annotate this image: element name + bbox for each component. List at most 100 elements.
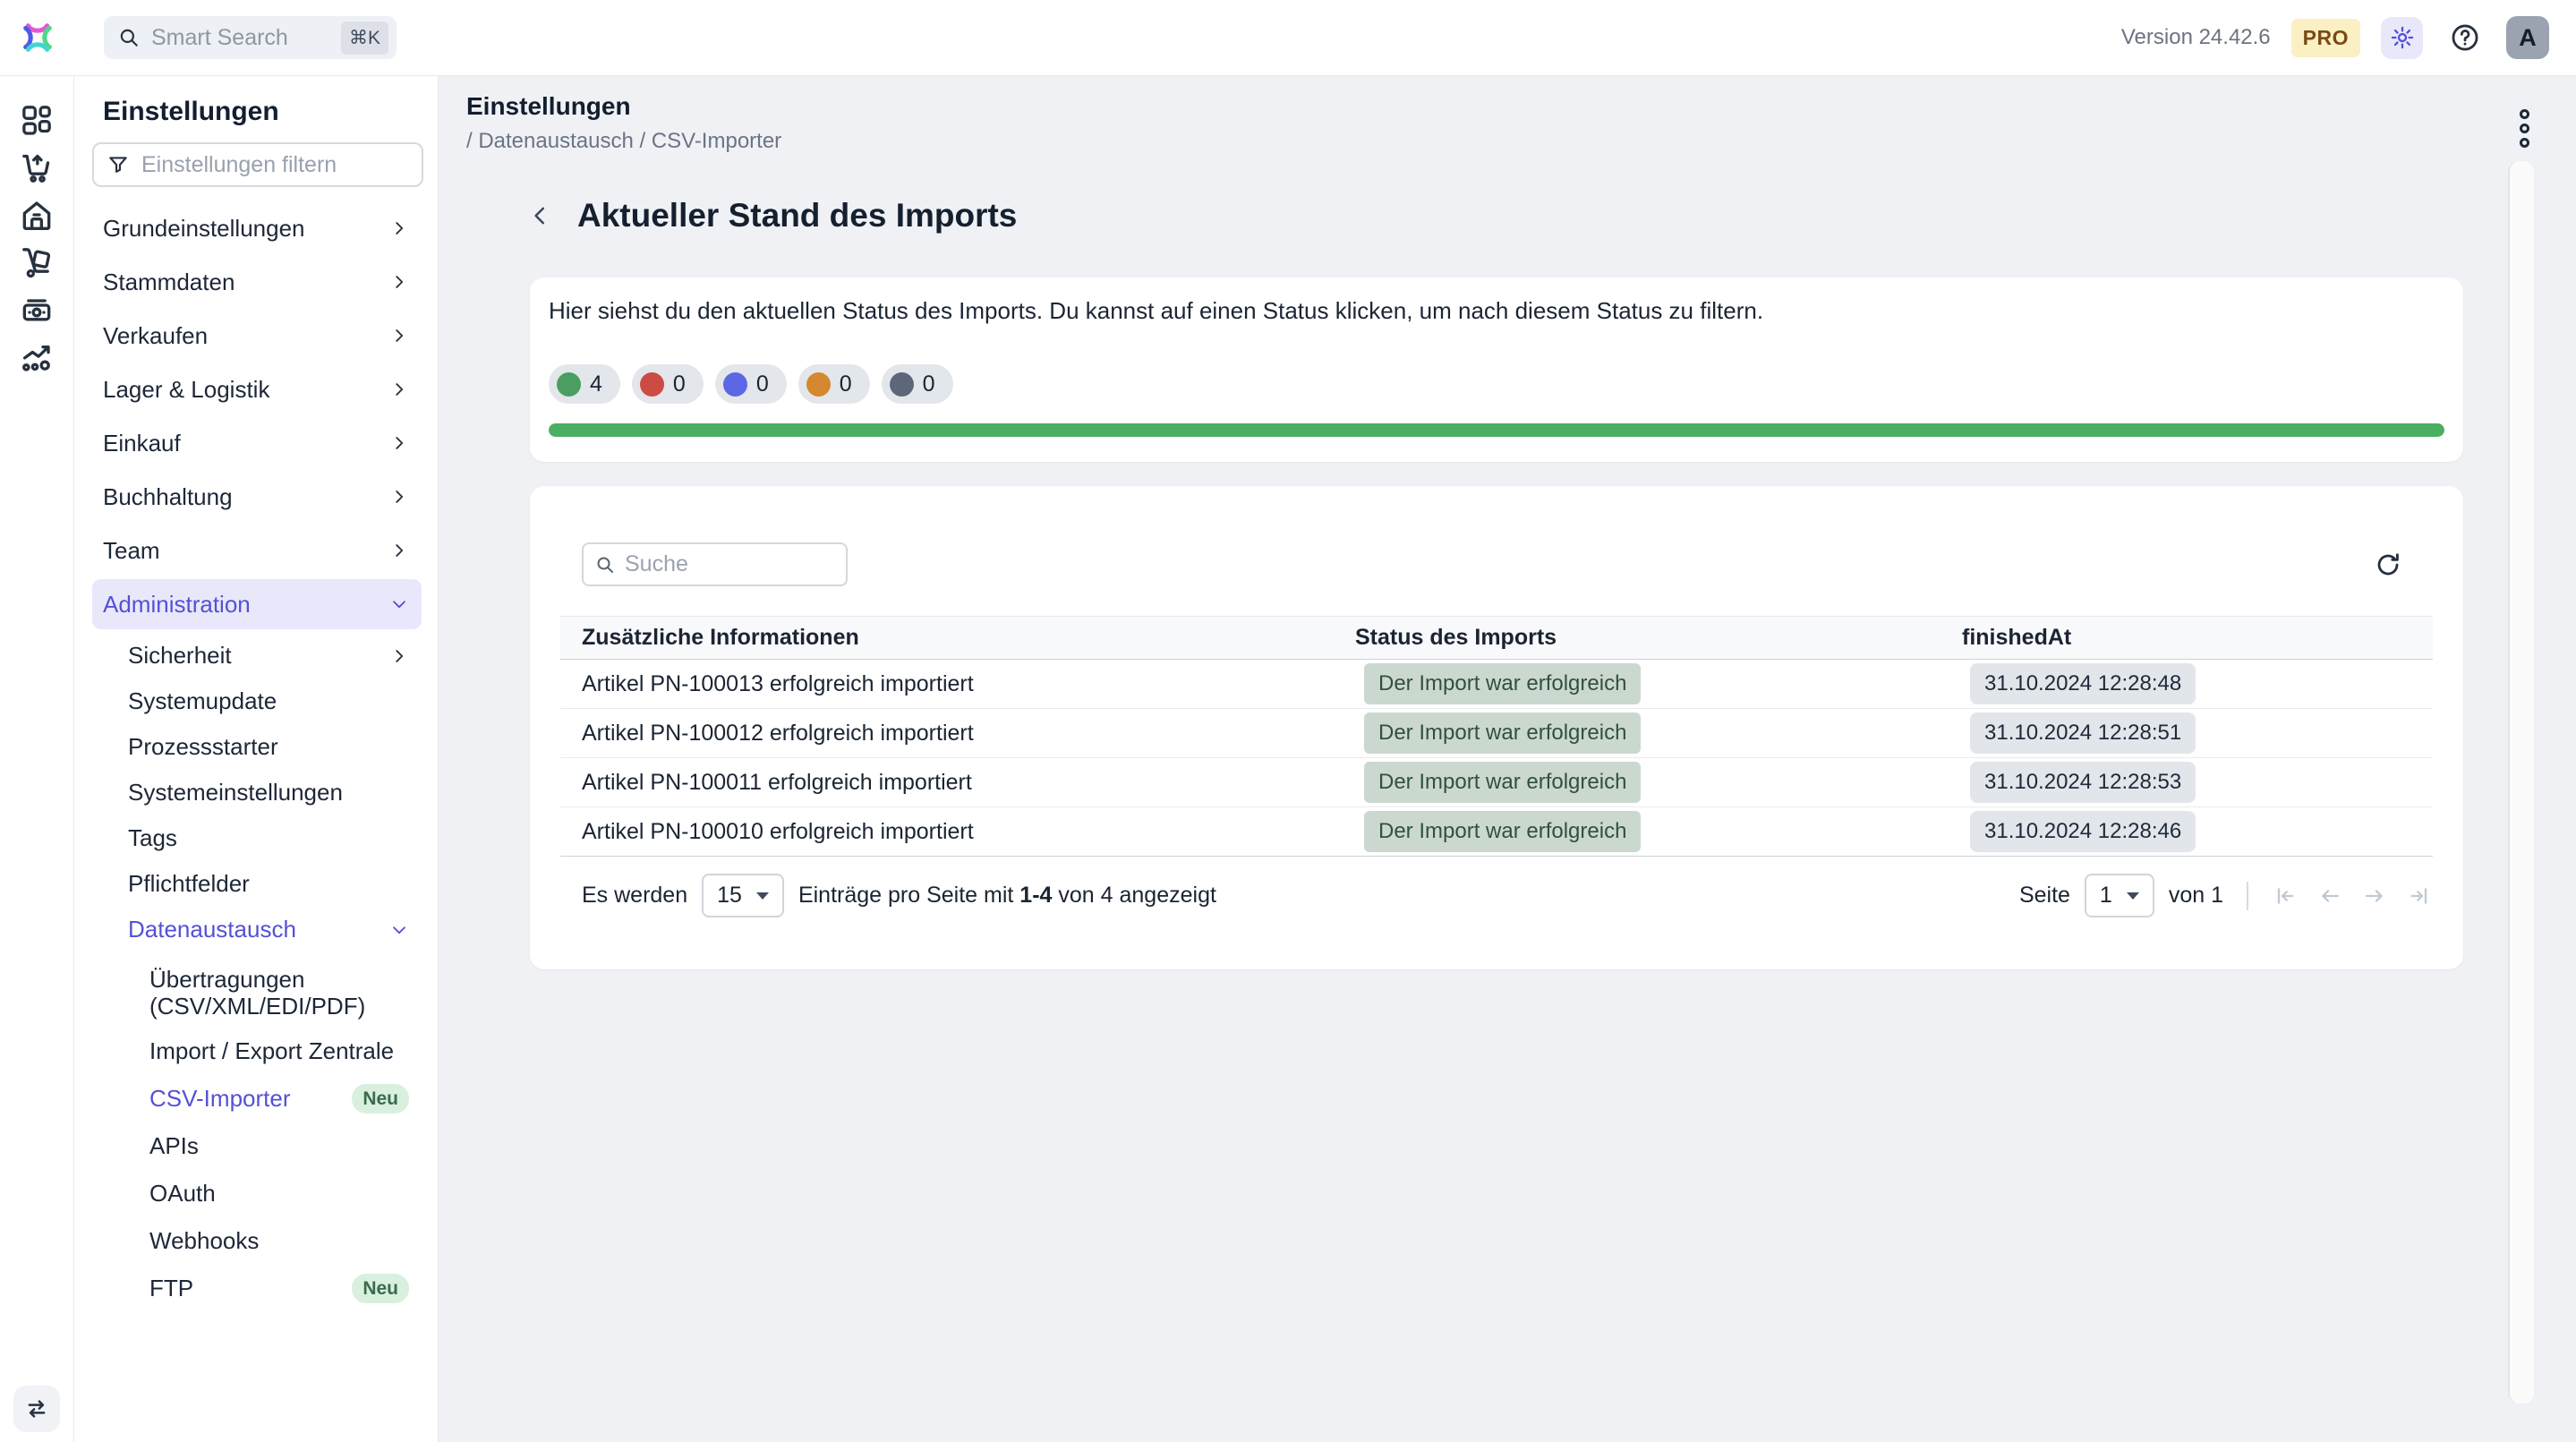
page-label: Seite [2018,883,2070,908]
avatar-initial: A [2519,23,2537,51]
refresh-icon [2377,552,2399,575]
import-status-card: Hier siehst du den aktuellen Status des … [530,277,2463,462]
sidebar-item-apis[interactable]: APIs [149,1132,199,1159]
section-title: Einstellungen [466,92,631,120]
status-badge: Der Import war erfolgreich [1364,712,1642,754]
plan-badge: PRO [2290,18,2360,57]
status-badge: Der Import war erfolgreich [1364,762,1642,803]
status-chip-error[interactable]: 0 [631,364,704,404]
sidebar-item-oauth[interactable]: OAuth [149,1180,216,1207]
rail-item-buchhaltung[interactable] [17,292,56,328]
topbar: ⌘K Version 24.42.6 PRO A [0,0,2576,76]
scrollbar[interactable] [2508,161,2534,1404]
finished-at-badge: 31.10.2024 12:28:51 [1970,712,2196,754]
caret-down-icon [2126,892,2139,900]
smart-search-input[interactable] [151,24,330,51]
table-row[interactable]: Artikel PN-100010 erfolgreich importiert… [560,807,2433,857]
settings-filter-input[interactable] [141,151,409,178]
chevron-right-icon [396,649,404,662]
sidebar-item-import-export-zentrale[interactable]: Import / Export Zentrale [149,1037,395,1064]
sidebar-item-stammdaten[interactable]: Stammdaten [92,255,422,309]
topbar-right: Version 24.42.6 PRO A [2121,16,2576,59]
last-page-icon [2410,887,2427,904]
table-header-row: Zusätzliche Informationen Status des Imp… [560,616,2433,660]
app-logo[interactable] [0,17,74,58]
sidebar-item-tags[interactable]: Tags [128,824,177,851]
next-page-button[interactable] [2361,883,2388,909]
arrow-right-icon [2366,889,2383,902]
status-chip-pending[interactable]: 0 [881,364,953,404]
settings-button[interactable] [2381,16,2423,59]
sidebar-item-administration[interactable]: Administration [92,579,422,629]
page-select[interactable]: 1 [2084,874,2154,917]
page-title-row: Aktueller Stand des Imports [524,196,2576,235]
chevron-right-icon [396,383,404,396]
sidebar-item-sicherheit[interactable]: Sicherheit [92,633,422,678]
sidebar-item-pflichtfelder[interactable]: Pflichtfelder [128,870,250,897]
status-chip-warning[interactable]: 0 [798,364,870,404]
table-row[interactable]: Artikel PN-100013 erfolgreich importiert… [560,660,2433,709]
status-chip-success[interactable]: 4 [549,364,620,404]
settings-filter[interactable] [92,142,423,187]
help-button[interactable] [2444,17,2486,59]
sidebar-item-webhooks[interactable]: Webhooks [149,1227,260,1254]
sidebar-item-einkauf[interactable]: Einkauf [92,416,422,470]
pagination-bar: Es werden 15 Einträge pro Seite mit 1-4 … [582,874,2433,917]
search-icon [597,557,613,573]
page-size-select[interactable]: 15 [702,874,784,917]
sidebar-item-systemupdate[interactable]: Systemupdate [128,687,277,714]
table-row[interactable]: Artikel PN-100012 erfolgreich importiert… [560,709,2433,758]
status-badge: Der Import war erfolgreich [1364,663,1642,704]
back-button[interactable] [524,200,556,232]
rail-item-verkaufen[interactable] [17,149,56,185]
sidebar-nav: Grundeinstellungen Stammdaten Verkaufen … [92,201,422,1312]
chevron-right-icon [396,437,404,449]
last-page-button[interactable] [2406,883,2433,909]
search-icon [120,29,138,47]
status-chip-count: 4 [590,371,602,397]
sidebar-item-lager-logistik[interactable]: Lager & Logistik [92,363,422,416]
hand-truck-icon [22,248,51,278]
sidebar-item-team[interactable]: Team [92,524,422,577]
sidebar-item-uebertragungen[interactable]: Übertragungen (CSV/XML/EDI/PDF) [149,966,366,1020]
sidebar-item-buchhaltung[interactable]: Buchhaltung [92,470,422,524]
sidebar-item-systemeinstellungen[interactable]: Systemeinstellungen [128,779,343,806]
page-size-value: 15 [717,883,742,908]
search-shortcut-badge: ⌘K [340,21,388,55]
sidebar-item-csv-importer[interactable]: CSV-Importer Neu [92,1075,422,1122]
switch-view-button[interactable] [13,1386,60,1432]
status-chip-count: 0 [755,371,769,397]
finished-at-badge: 31.10.2024 12:28:53 [1970,762,2196,803]
sidebar-item-ftp[interactable]: FTP Neu [92,1265,422,1312]
first-page-button[interactable] [2272,883,2299,909]
rail-item-lager[interactable] [17,197,56,233]
help-icon [2452,24,2478,51]
rail-item-dashboard[interactable] [17,102,56,138]
status-chip-count: 0 [922,371,935,397]
rail-item-analytics[interactable] [17,339,56,375]
divider [2247,881,2248,910]
rail-item-logistik[interactable] [17,244,56,280]
chevron-right-icon [396,544,404,557]
gear-icon [2391,26,2413,49]
refresh-button[interactable] [2370,547,2406,583]
smart-search[interactable]: ⌘K [104,16,397,59]
cell-info: Artikel PN-100013 erfolgreich importiert [582,670,974,696]
table-row[interactable]: Artikel PN-100011 erfolgreich importiert… [560,758,2433,807]
sidebar-item-verkaufen[interactable]: Verkaufen [92,309,422,363]
table-search-input[interactable] [625,551,835,577]
previous-page-button[interactable] [2316,883,2343,909]
pagination-text: Einträge pro Seite mit 1-4 von 4 angezei… [798,883,1216,908]
finished-at-badge: 31.10.2024 12:28:46 [1970,811,2196,852]
page-menu-button[interactable] [2516,106,2533,151]
table-search[interactable] [582,542,848,586]
status-chip-running[interactable]: 0 [714,364,787,404]
sidebar-item-grundeinstellungen[interactable]: Grundeinstellungen [92,201,422,255]
avatar[interactable]: A [2506,16,2549,59]
breadcrumb: / Datenaustausch / CSV-Importer [466,129,782,153]
page-of-label: von 1 [2168,883,2223,908]
sidebar-item-prozessstarter[interactable]: Prozessstarter [128,733,278,760]
first-page-icon [2277,887,2294,904]
kebab-dot-icon [2520,124,2529,133]
sidebar-item-datenaustausch[interactable]: Datenaustausch [92,907,422,952]
